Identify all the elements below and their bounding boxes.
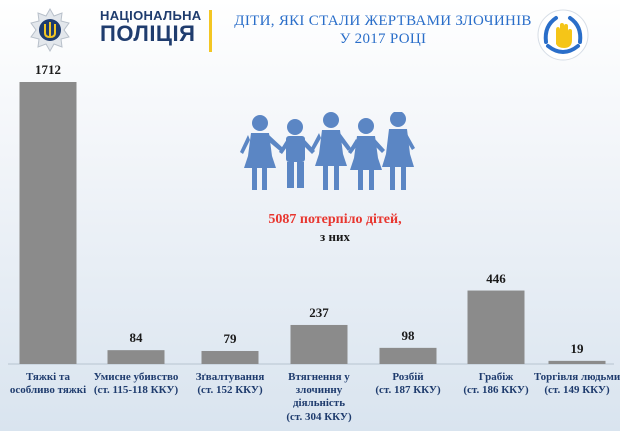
header: НАЦІОНАЛЬНА ПОЛІЦІЯ ДІТИ, ЯКІ СТАЛИ ЖЕРТ… xyxy=(0,0,620,61)
category-label: Розбій (ст. 187 ККУ) xyxy=(358,371,458,397)
category-label-line: злочинну xyxy=(295,384,343,397)
category-label-line: (ст. 149 ККУ) xyxy=(544,384,610,397)
category-label-line: (ст. 187 ККУ) xyxy=(375,384,441,397)
page-title: ДІТИ, ЯКІ СТАЛИ ЖЕРТВАМИ ЗЛОЧИНІВ У 2017… xyxy=(218,12,548,48)
bar xyxy=(201,350,259,364)
category-label-line: Торгівля людьми xyxy=(533,371,620,383)
title-line2: У 2017 РОЦІ xyxy=(339,31,427,47)
category-label-line: Тяжкі та xyxy=(25,371,71,383)
title-line1: ДІТИ, ЯКІ СТАЛИ ЖЕРТВАМИ ЗЛОЧИНІВ xyxy=(234,13,532,29)
category-label-line: Умисне убивство xyxy=(93,371,179,383)
bar-value-label: 79 xyxy=(223,330,237,346)
summary-total: 5087 потерпіло дітей, xyxy=(268,212,402,227)
category-label-line: особливо тяжкі xyxy=(9,384,87,397)
bar xyxy=(19,82,77,364)
hands-icon xyxy=(537,9,589,61)
category-label: Зґвалтування (ст. 152 ККУ) xyxy=(180,371,280,397)
bar xyxy=(379,347,437,364)
category-label: Тяжкі та особливо тяжкі xyxy=(0,371,98,397)
bar-value-label: 84 xyxy=(129,330,143,346)
category-label-line: (ст. 304 ККУ) xyxy=(286,410,352,423)
category-label: Умисне убивство (ст. 115-118 ККУ) xyxy=(86,371,186,397)
logo-text: НАЦІОНАЛЬНА ПОЛІЦІЯ xyxy=(100,9,201,45)
bar xyxy=(290,324,348,364)
category-label-line: Грабіж xyxy=(478,371,514,383)
bar-value-label: 19 xyxy=(570,340,584,356)
category-label-line: (ст. 186 ККУ) xyxy=(463,384,529,397)
bars xyxy=(19,82,606,364)
category-label-line: (ст. 152 ККУ) xyxy=(197,384,263,397)
children-icon xyxy=(240,112,415,190)
summary-sub: з них xyxy=(320,228,350,244)
bar-value-label: 1712 xyxy=(35,62,61,77)
category-label-line: (ст. 115-118 ККУ) xyxy=(93,384,179,397)
bar xyxy=(548,360,606,364)
logo-line1: НАЦІОНАЛЬНА xyxy=(100,8,202,23)
header-divider xyxy=(209,10,212,52)
summary: 5087 потерпіло дітей, з них xyxy=(210,212,460,244)
category-label: Втягнення у злочинну діяльність (ст. 304 КК… xyxy=(269,371,369,424)
category-label-line: Втягнення у xyxy=(288,371,350,383)
category-label-line: Розбій xyxy=(392,371,424,383)
category-label-line: Зґвалтування xyxy=(195,371,265,383)
logo-line2: ПОЛІЦІЯ xyxy=(100,21,196,46)
category-label-line: діяльність xyxy=(292,397,346,410)
bar xyxy=(107,350,165,364)
category-label: Грабіж (ст. 186 ККУ) xyxy=(446,371,546,397)
bar-value-label: 446 xyxy=(486,270,506,286)
police-shield-icon xyxy=(30,8,70,52)
category-label: Торгівля людьми (ст. 149 ККУ) xyxy=(527,371,620,397)
bar xyxy=(467,290,525,364)
bar-value-label: 98 xyxy=(401,327,415,343)
bar-value-label: 237 xyxy=(309,304,329,320)
